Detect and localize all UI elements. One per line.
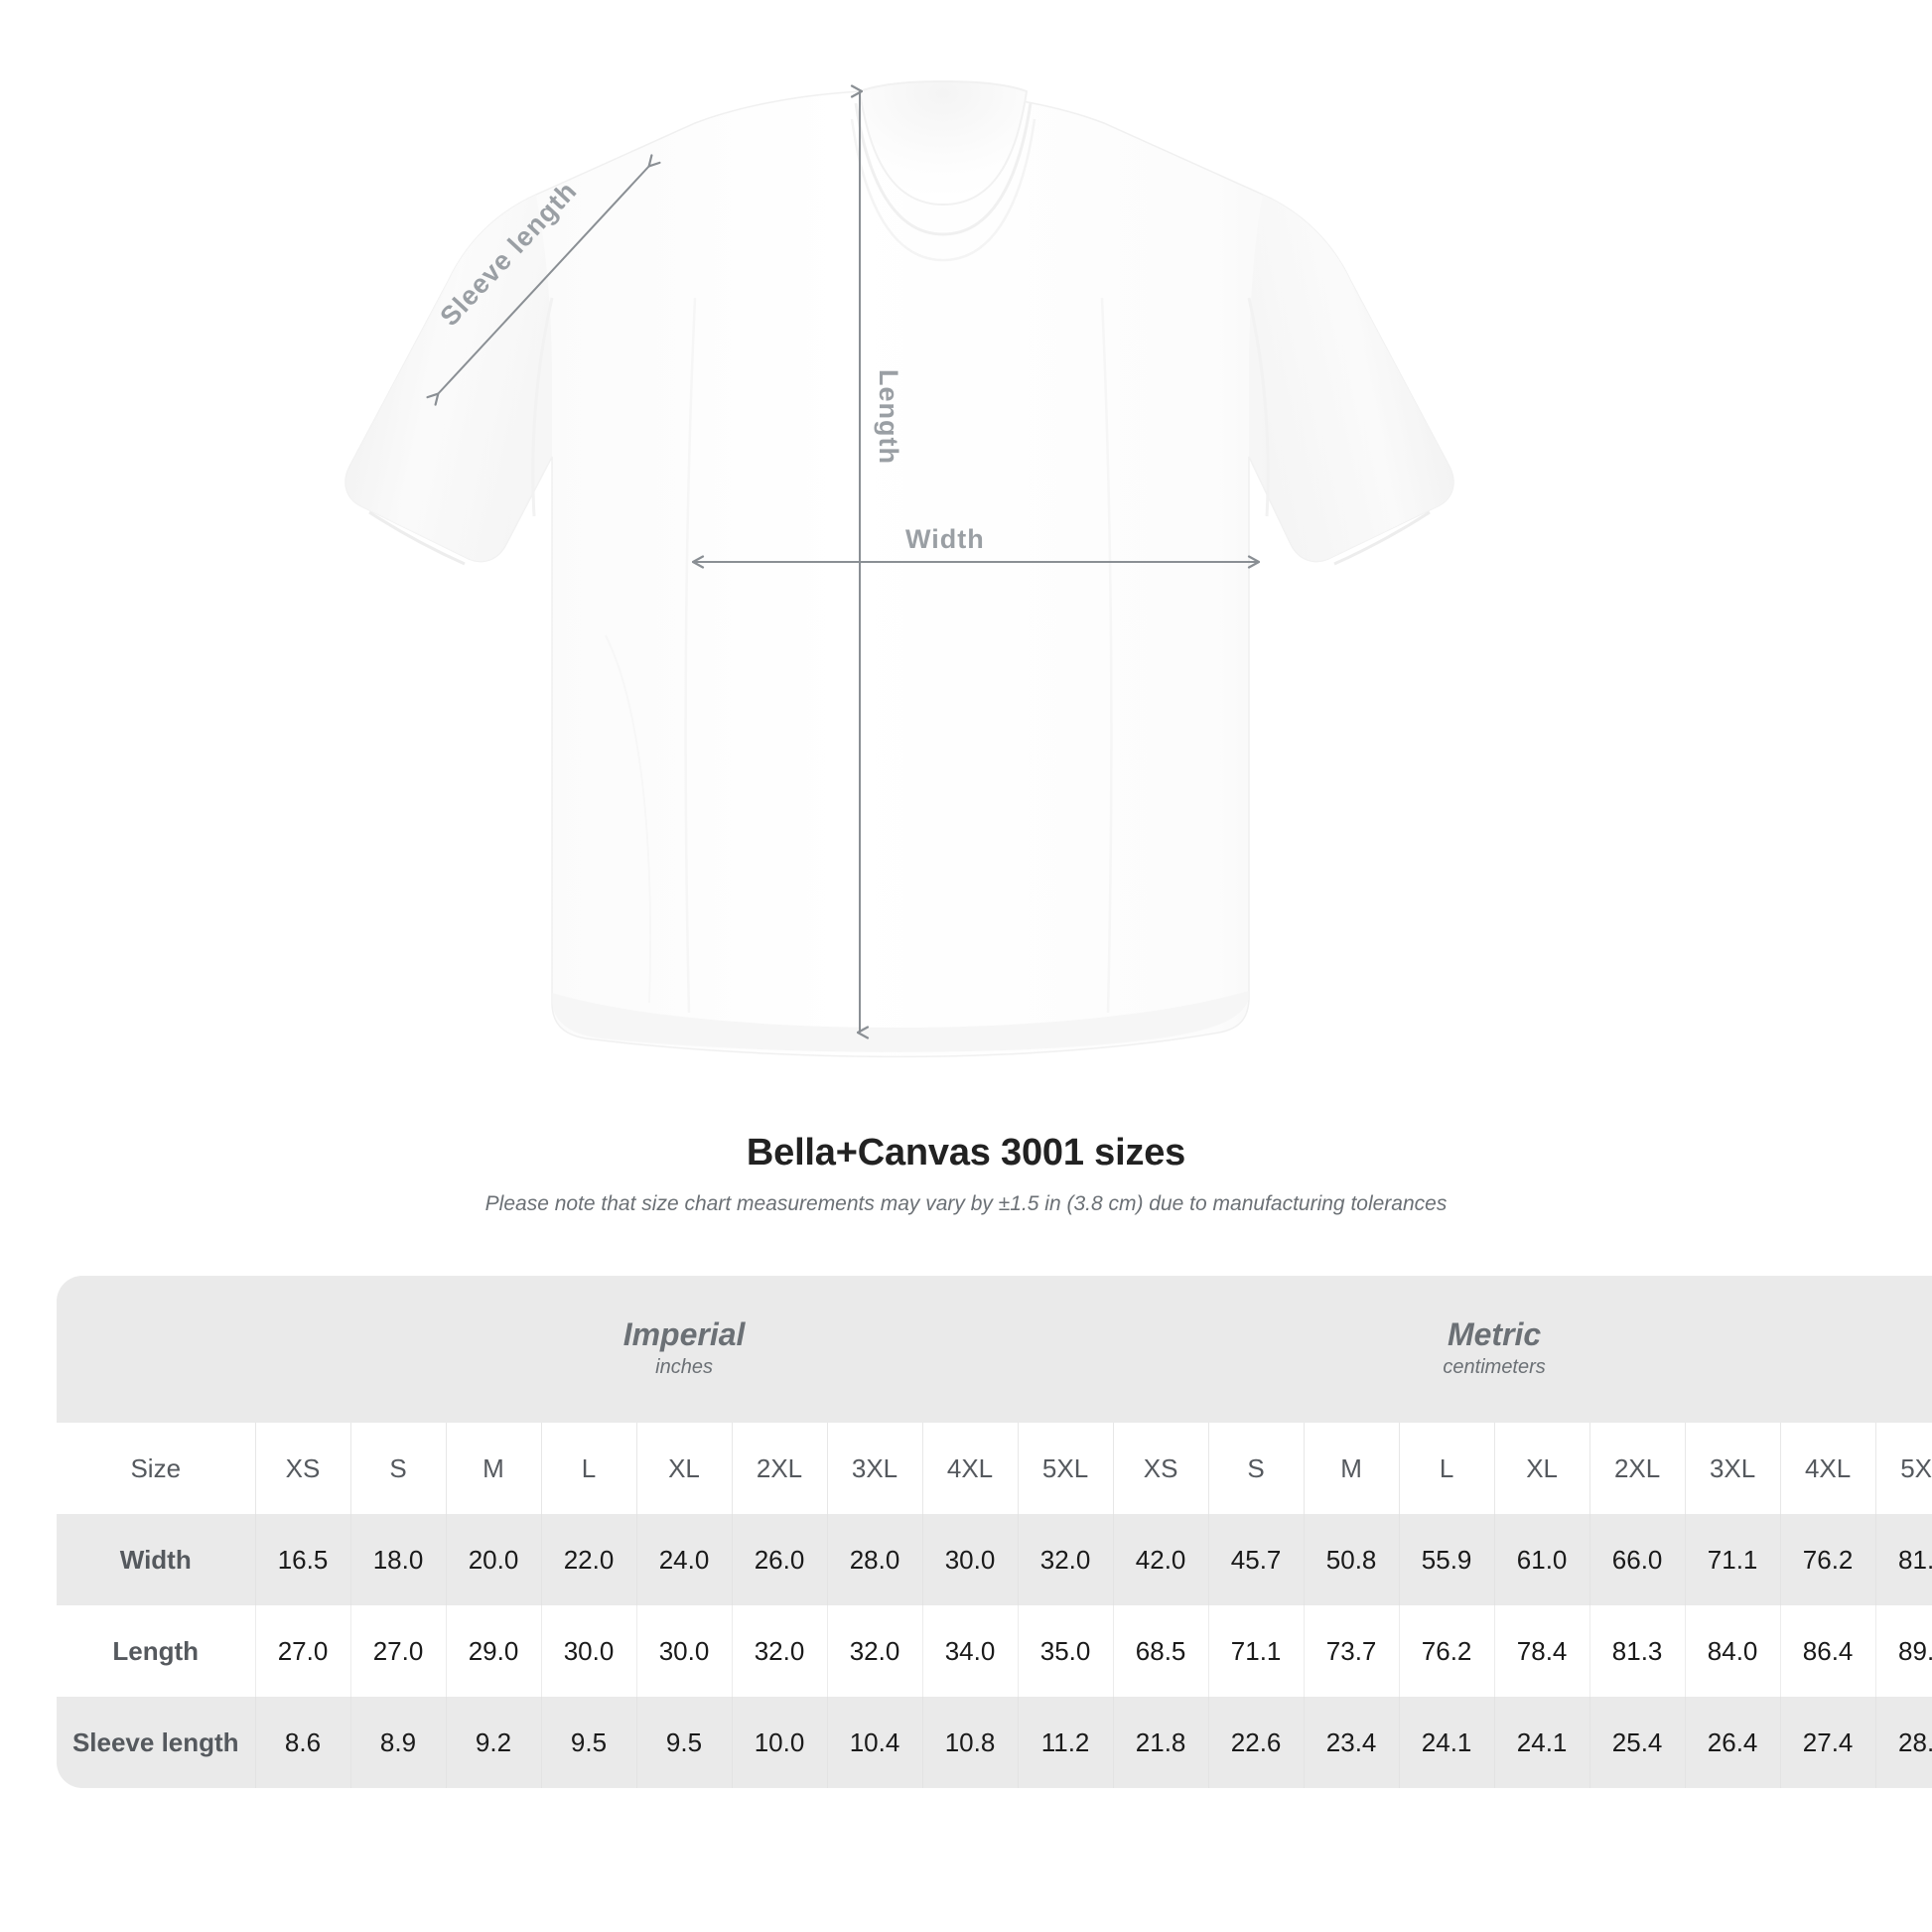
cell-sleeve-metric-xl: 24.1 (1493, 1697, 1590, 1788)
cell-length-imperial-xs: 27.0 (254, 1605, 350, 1697)
cell-width-metric-s: 45.7 (1207, 1514, 1305, 1605)
unit-group-header-row: Imperial inches Metric centimeters (57, 1276, 1932, 1423)
cell-width-imperial-3xl: 28.0 (826, 1514, 922, 1605)
cell-sleeve-imperial-m: 9.2 (445, 1697, 541, 1788)
cell-width-imperial-5xl: 32.0 (1017, 1514, 1114, 1605)
cell-sleeve-metric-xs: 21.8 (1112, 1697, 1209, 1788)
cell-sleeve-metric-l: 24.1 (1398, 1697, 1495, 1788)
width-label: Width (905, 524, 985, 554)
cell-sleeve-metric-s: 22.6 (1207, 1697, 1305, 1788)
cell-sleeve-metric-2xl: 25.4 (1588, 1697, 1686, 1788)
cell-length-imperial-5xl: 35.0 (1017, 1605, 1114, 1697)
cell-sleeve-imperial-2xl: 10.0 (731, 1697, 827, 1788)
unit-group-metric: Metric centimeters (1113, 1276, 1876, 1423)
cell-width-metric-2xl: 66.0 (1588, 1514, 1686, 1605)
heading-block: Bella+Canvas 3001 sizes Please note that… (0, 1132, 1932, 1216)
cell-width-metric-4xl: 76.2 (1779, 1514, 1876, 1605)
cell-length-imperial-xl: 30.0 (635, 1605, 732, 1697)
cell-length-metric-m: 73.7 (1303, 1605, 1400, 1697)
cell-width-metric-xs: 42.0 (1112, 1514, 1209, 1605)
cell-width-imperial-2xl: 26.0 (731, 1514, 827, 1605)
row-label-sleeve-length: Sleeve length (57, 1697, 255, 1788)
page-subtitle: Please note that size chart measurements… (484, 1192, 1448, 1215)
cell-length-metric-xl: 78.4 (1493, 1605, 1590, 1697)
unit-group-spacer (57, 1276, 255, 1423)
cell-width-imperial-4xl: 30.0 (921, 1514, 1018, 1605)
cell-width-metric-3xl: 71.1 (1684, 1514, 1781, 1605)
cell-sleeve-imperial-5xl: 11.2 (1017, 1697, 1114, 1788)
sleeve-length-measure-arrow (437, 165, 650, 395)
cell-sleeve-imperial-3xl: 10.4 (826, 1697, 922, 1788)
size-header-metric-s: S (1207, 1423, 1305, 1514)
tshirt-illustration: Length Width Sleeve length (345, 79, 1454, 1058)
page-title: Bella+Canvas 3001 sizes (746, 1132, 1186, 1173)
size-header-imperial-xs: XS (254, 1423, 350, 1514)
cell-length-metric-xs: 68.5 (1112, 1605, 1209, 1697)
size-header-metric-l: L (1398, 1423, 1495, 1514)
cell-length-imperial-s: 27.0 (349, 1605, 446, 1697)
size-chart-table: Imperial inches Metric centimeters Size … (57, 1276, 1932, 1788)
table-row: Sleeve length 8.6 8.9 9.2 9.5 9.5 10.0 1… (57, 1697, 1932, 1788)
cell-width-metric-m: 50.8 (1303, 1514, 1400, 1605)
cell-width-imperial-s: 18.0 (349, 1514, 446, 1605)
unit-group-imperial: Imperial inches (255, 1276, 1114, 1423)
cell-sleeve-imperial-4xl: 10.8 (921, 1697, 1018, 1788)
cell-width-imperial-xs: 16.5 (254, 1514, 350, 1605)
table-row: Length 27.0 27.0 29.0 30.0 30.0 32.0 32.… (57, 1605, 1932, 1697)
cell-width-metric-xl: 61.0 (1493, 1514, 1590, 1605)
size-header-metric-3xl: 3XL (1684, 1423, 1781, 1514)
cell-sleeve-metric-3xl: 26.4 (1684, 1697, 1781, 1788)
cell-length-metric-3xl: 84.0 (1684, 1605, 1781, 1697)
cell-length-imperial-4xl: 34.0 (921, 1605, 1018, 1697)
size-header-metric-4xl: 4XL (1779, 1423, 1876, 1514)
cell-length-imperial-m: 29.0 (445, 1605, 541, 1697)
size-header-imperial-3xl: 3XL (826, 1423, 922, 1514)
table-row: Width 16.5 18.0 20.0 22.0 24.0 26.0 28.0… (57, 1514, 1932, 1605)
cell-sleeve-imperial-s: 8.9 (349, 1697, 446, 1788)
size-header-metric-xl: XL (1493, 1423, 1590, 1514)
row-label-length: Length (57, 1605, 255, 1697)
cell-length-metric-s: 71.1 (1207, 1605, 1305, 1697)
size-header-imperial-s: S (349, 1423, 446, 1514)
cell-sleeve-imperial-l: 9.5 (540, 1697, 636, 1788)
cell-width-imperial-xl: 24.0 (635, 1514, 732, 1605)
unit-group-metric-end (1875, 1276, 1932, 1423)
size-header-imperial-5xl: 5XL (1017, 1423, 1114, 1514)
size-header-label: Size (57, 1423, 255, 1514)
row-label-width: Width (57, 1514, 255, 1605)
size-header-metric-5xl: 5XL (1874, 1423, 1932, 1514)
size-header-metric-m: M (1303, 1423, 1400, 1514)
length-label: Length (874, 369, 903, 465)
size-header-imperial-4xl: 4XL (921, 1423, 1018, 1514)
size-chart-table-wrapper: Imperial inches Metric centimeters Size … (57, 1276, 1932, 1788)
size-header-imperial-2xl: 2XL (731, 1423, 827, 1514)
cell-width-metric-5xl: 81.3 (1874, 1514, 1932, 1605)
unit-group-imperial-name: Imperial (622, 1315, 746, 1352)
size-header-row: Size XS S M L XL 2XL 3XL 4XL 5XL XS S M … (57, 1423, 1932, 1514)
size-header-imperial-m: M (445, 1423, 541, 1514)
size-header-imperial-xl: XL (635, 1423, 732, 1514)
unit-group-metric-sub: centimeters (1443, 1356, 1546, 1379)
cell-sleeve-metric-m: 23.4 (1303, 1697, 1400, 1788)
size-header-imperial-l: L (540, 1423, 636, 1514)
cell-length-imperial-3xl: 32.0 (826, 1605, 922, 1697)
cell-length-imperial-2xl: 32.0 (731, 1605, 827, 1697)
cell-length-metric-5xl: 89.0 (1874, 1605, 1932, 1697)
unit-group-imperial-sub: inches (655, 1356, 713, 1379)
cell-length-metric-l: 76.2 (1398, 1605, 1495, 1697)
cell-length-metric-2xl: 81.3 (1588, 1605, 1686, 1697)
size-header-metric-xs: XS (1112, 1423, 1209, 1514)
cell-sleeve-metric-4xl: 27.4 (1779, 1697, 1876, 1788)
cell-sleeve-imperial-xs: 8.6 (254, 1697, 350, 1788)
cell-length-imperial-l: 30.0 (540, 1605, 636, 1697)
cell-sleeve-metric-5xl: 28.5 (1874, 1697, 1932, 1788)
cell-width-imperial-m: 20.0 (445, 1514, 541, 1605)
cell-width-imperial-l: 22.0 (540, 1514, 636, 1605)
tshirt-diagram: Length Width Sleeve length (345, 79, 1454, 1058)
cell-width-metric-l: 55.9 (1398, 1514, 1495, 1605)
unit-group-metric-name: Metric (1447, 1315, 1542, 1352)
cell-sleeve-imperial-xl: 9.5 (635, 1697, 732, 1788)
cell-length-metric-4xl: 86.4 (1779, 1605, 1876, 1697)
size-header-metric-2xl: 2XL (1588, 1423, 1686, 1514)
